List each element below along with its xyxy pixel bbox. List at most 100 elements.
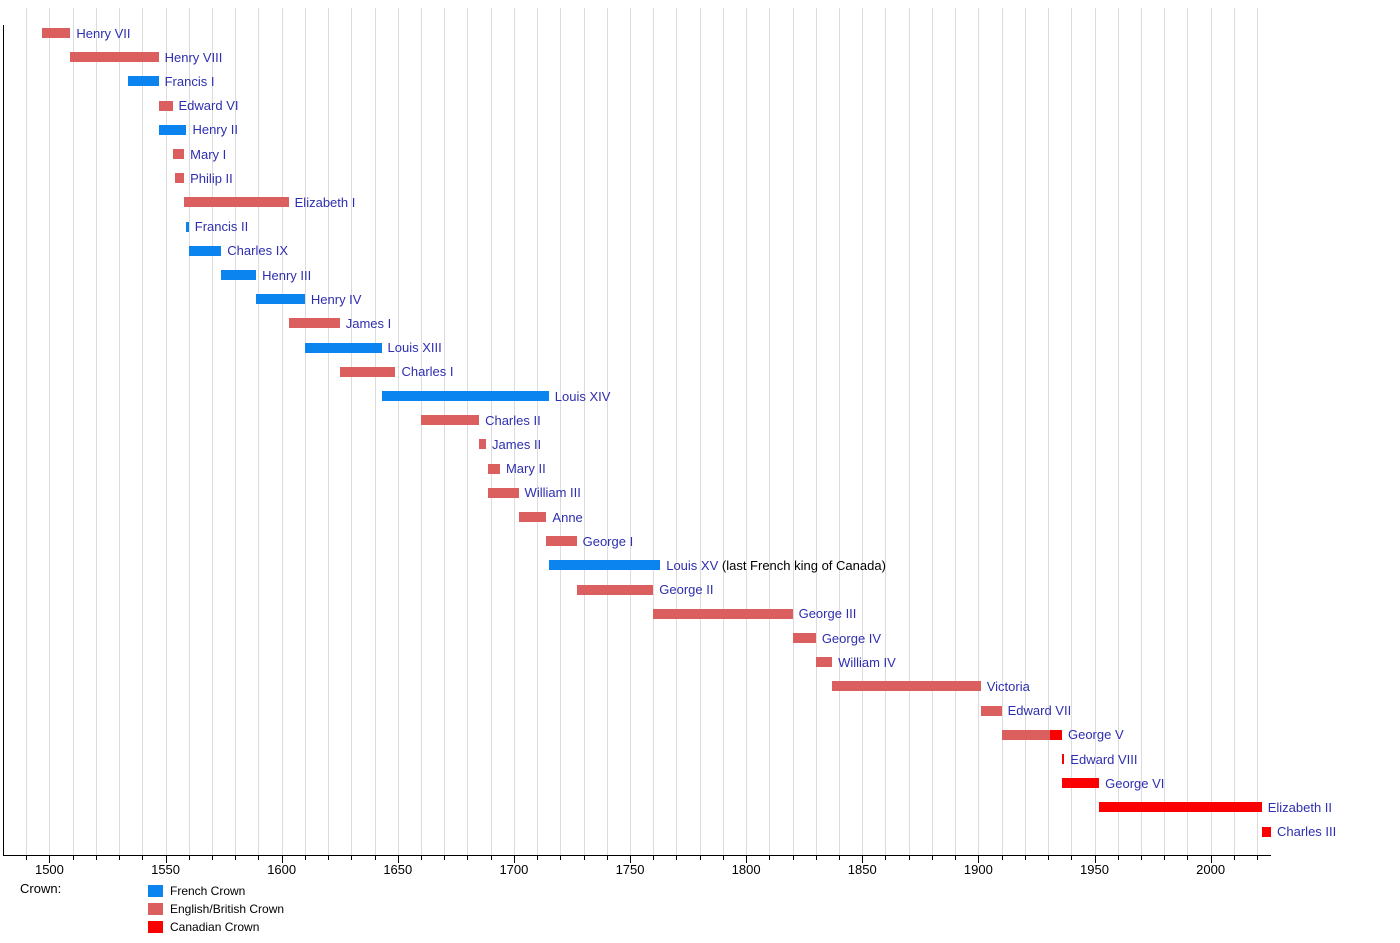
x-axis-minor-tick: [95, 856, 97, 860]
gridline: [328, 8, 330, 855]
x-axis-minor-tick: [583, 856, 585, 860]
monarch-label: George V: [1068, 727, 1124, 742]
reign-bar-segment: [548, 560, 661, 571]
gridline: [304, 8, 306, 855]
gridline: [281, 8, 283, 855]
x-axis-minor-tick: [1257, 856, 1259, 860]
x-axis-minor-tick: [653, 856, 655, 860]
reign-bar-segment: [488, 463, 500, 474]
x-axis-major-tick: [1210, 856, 1212, 863]
reign-bar-segment: [381, 391, 549, 401]
reign-bar-segment: [288, 318, 340, 329]
x-axis-minor-tick: [1140, 856, 1142, 860]
x-axis-minor-tick: [1187, 856, 1189, 860]
gridline: [467, 8, 469, 855]
gridline: [258, 8, 260, 855]
monarch-name: Henry IV: [310, 291, 362, 307]
x-axis-minor-tick: [839, 856, 841, 860]
monarch-name: Henry VII: [76, 25, 131, 41]
x-axis-minor-tick: [490, 856, 492, 860]
gridline: [95, 8, 97, 855]
reign-bar-segment: [158, 100, 173, 111]
monarch-name: Charles I: [401, 364, 454, 380]
x-axis-minor-tick: [955, 856, 957, 860]
monarch-name: Louis XIV: [554, 388, 611, 404]
x-axis-minor-tick: [908, 856, 910, 860]
monarch-label: Charles III: [1277, 824, 1336, 839]
reign-bar-segment: [128, 76, 159, 87]
monarch-name: William IV: [838, 654, 896, 670]
x-axis-minor-tick: [885, 856, 887, 860]
x-axis-minor-tick: [26, 856, 28, 860]
monarch-name: Henry II: [192, 122, 238, 138]
x-axis-minor-tick: [699, 856, 701, 860]
x-axis-major-tick: [630, 856, 632, 863]
monarch-label: Francis II: [195, 219, 248, 234]
legend-swatch-english: [148, 903, 163, 915]
reign-bar-segment: [792, 633, 816, 643]
gridline: [862, 8, 864, 855]
legend-label-english: English/British Crown: [170, 902, 285, 916]
reign-bar-segment: [421, 415, 480, 426]
monarch-label: Mary II: [506, 461, 546, 476]
reign-bar-segment: [188, 245, 222, 256]
gridline: [537, 8, 539, 855]
x-axis-minor-tick: [188, 856, 190, 860]
gridline: [1117, 8, 1119, 855]
monarch-label: Henry II: [192, 122, 238, 137]
gridline: [885, 8, 887, 855]
reign-bar-segment: [1261, 826, 1271, 837]
gridline: [1164, 8, 1166, 855]
gridline: [1001, 8, 1003, 855]
monarch-label: Henry IV: [311, 292, 362, 307]
monarch-label: Henry VIII: [165, 50, 223, 65]
x-axis-minor-tick: [328, 856, 330, 860]
x-axis-minor-tick: [467, 856, 469, 860]
x-axis-tick-label: 1650: [383, 862, 413, 877]
gridline: [560, 8, 562, 855]
monarch-label: Charles II: [485, 413, 541, 428]
gridline: [1071, 8, 1073, 855]
gridline: [142, 8, 144, 855]
reign-bar-segment: [256, 294, 305, 305]
monarch-label: Victoria: [987, 679, 1030, 694]
legend-label-canadian: Canadian Crown: [170, 920, 260, 934]
monarch-name: George IV: [821, 630, 882, 646]
y-axis-line: [3, 25, 4, 855]
monarch-name: Mary I: [190, 146, 227, 162]
reign-bar-segment: [172, 149, 185, 159]
x-axis-minor-tick: [676, 856, 678, 860]
x-axis-minor-tick: [119, 856, 121, 860]
reign-bar-segment: [42, 28, 71, 38]
reign-bar-segment: [653, 608, 793, 619]
gridline: [49, 8, 51, 855]
monarch-label: George VI: [1105, 776, 1164, 791]
reign-bar-segment: [576, 584, 654, 595]
gridline: [1233, 8, 1235, 855]
x-axis-tick-label: 1900: [963, 862, 993, 877]
x-axis-major-tick: [513, 856, 515, 863]
x-axis-minor-tick: [421, 856, 423, 860]
monarch-label: George I: [583, 534, 634, 549]
reign-bar-segment: [518, 512, 547, 522]
monarch-label: James I: [346, 316, 392, 331]
monarch-label: George III: [799, 606, 857, 621]
reign-bar-segment: [1061, 754, 1065, 764]
gridline: [1048, 8, 1050, 855]
x-axis-tick-label: 1600: [267, 862, 297, 877]
x-axis-minor-tick: [1233, 856, 1235, 860]
gridline: [1024, 8, 1026, 855]
reign-bar-segment: [479, 439, 487, 450]
monarch-label: Elizabeth II: [1268, 800, 1332, 815]
monarch-label: Charles I: [401, 364, 453, 379]
x-axis-minor-tick: [1048, 856, 1050, 860]
monarch-name: Victoria: [986, 678, 1030, 694]
x-axis-tick-label: 1800: [731, 862, 761, 877]
monarch-name: George II: [659, 582, 714, 598]
x-axis-major-tick: [397, 856, 399, 863]
reign-bar-segment: [339, 366, 396, 377]
monarch-name: Mary II: [505, 461, 546, 477]
monarch-name: Elizabeth II: [1267, 799, 1333, 815]
gridline: [397, 8, 399, 855]
